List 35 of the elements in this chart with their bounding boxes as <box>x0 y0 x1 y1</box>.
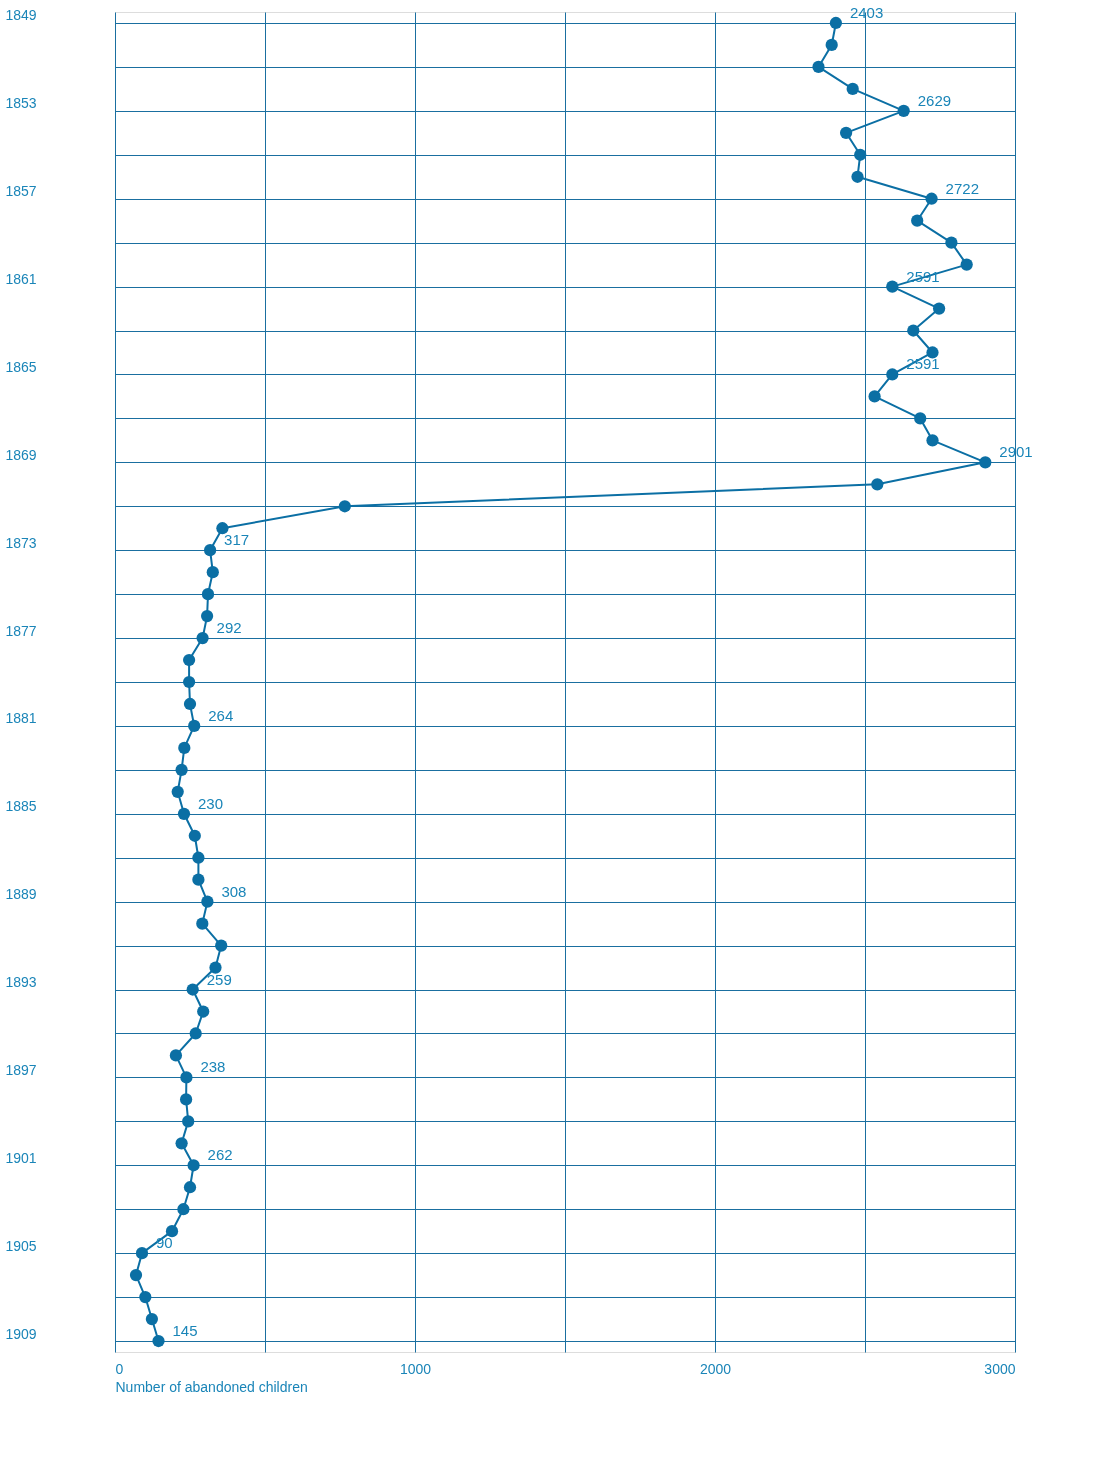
y-tick-label: 1885 <box>5 798 37 815</box>
y-tick-label: 1853 <box>5 95 37 112</box>
data-label: 238 <box>200 1058 226 1076</box>
y-tick-label: 1865 <box>5 358 37 375</box>
y-tick-label: 1869 <box>5 446 37 463</box>
data-label: 2629 <box>917 91 952 109</box>
x-axis-title: Number of abandoned children <box>115 1378 308 1395</box>
x-tick-label: 1000 <box>399 1360 432 1377</box>
y-tick-label: 1901 <box>5 1149 37 1166</box>
y-tick-label: 1881 <box>5 710 37 727</box>
y-tick-label: 1873 <box>5 534 37 551</box>
data-label: 145 <box>172 1322 198 1340</box>
data-label: 259 <box>206 970 232 988</box>
data-label: 2403 <box>849 3 884 21</box>
y-tick-label: 1905 <box>5 1237 37 1254</box>
y-tick-label: 1861 <box>5 271 37 288</box>
data-label: 264 <box>208 706 234 724</box>
data-label: 2591 <box>906 355 940 373</box>
y-tick-label: 1889 <box>5 886 37 903</box>
y-tick-label: 1893 <box>5 974 37 991</box>
data-label: 308 <box>221 882 247 900</box>
data-label: 2722 <box>945 179 979 197</box>
y-tick-label: 1857 <box>5 183 37 200</box>
x-tick-label: 2000 <box>699 1360 732 1377</box>
data-label: 262 <box>207 1146 233 1164</box>
x-tick-label: 3000 <box>984 1360 1016 1377</box>
x-tick-label: 0 <box>115 1360 124 1377</box>
data-label: 317 <box>224 531 250 549</box>
y-tick-label: 1849 <box>5 7 37 24</box>
y-tick-label: 1909 <box>5 1325 37 1342</box>
data-label: 292 <box>216 619 242 637</box>
data-label: 90 <box>156 1234 173 1252</box>
y-tick-label: 1877 <box>5 622 37 639</box>
data-label: 230 <box>198 794 224 812</box>
y-tick-label: 1897 <box>5 1061 37 1078</box>
